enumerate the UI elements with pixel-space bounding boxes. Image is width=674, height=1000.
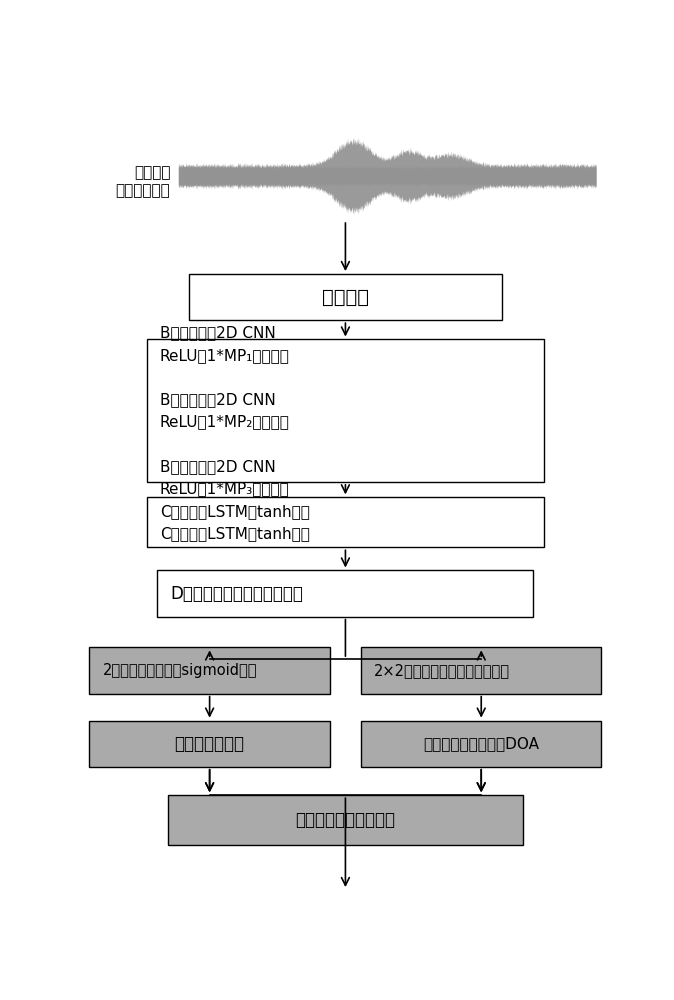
Text: 2个节点，全连接，sigmoid激活: 2个节点，全连接，sigmoid激活: [102, 663, 257, 678]
Bar: [361, 647, 601, 694]
Text: 特征提取: 特征提取: [322, 288, 369, 307]
Bar: [361, 721, 601, 767]
Bar: [147, 497, 544, 547]
Text: B个卷积核，2D CNN
ReLU，1*MP₁最大池化

B个卷积核，2D CNN
ReLU，1*MP₂最大池化

B个卷积核，2D CNN
ReLU，1*MP: B个卷积核，2D CNN ReLU，1*MP₁最大池化 B个卷积核，2D CNN…: [160, 325, 290, 496]
Text: D个节点，全连接，线性激活: D个节点，全连接，线性激活: [171, 585, 303, 603]
Text: C个节点，LSTM，tanh激活
C个节点，LSTM，tanh激活: C个节点，LSTM，tanh激活 C个节点，LSTM，tanh激活: [160, 504, 310, 541]
Text: 重叠声源的识别: 重叠声源的识别: [175, 735, 245, 753]
Bar: [189, 274, 502, 320]
Text: 可视化识别与定位结果: 可视化识别与定位结果: [295, 811, 396, 829]
Bar: [158, 570, 534, 617]
Bar: [90, 647, 330, 694]
Text: 输入音频
（重叠声源）: 输入音频 （重叠声源）: [116, 165, 171, 198]
Text: 2×2个节点，全连接，线性激活: 2×2个节点，全连接，线性激活: [374, 663, 510, 678]
Bar: [90, 721, 330, 767]
Bar: [147, 339, 544, 482]
Bar: [168, 795, 523, 845]
Text: 预测重叠声源各自的DOA: 预测重叠声源各自的DOA: [423, 736, 539, 751]
